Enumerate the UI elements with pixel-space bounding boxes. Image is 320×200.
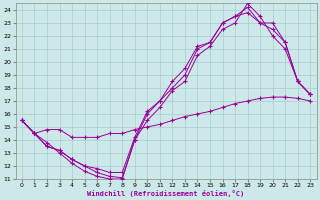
X-axis label: Windchill (Refroidissement éolien,°C): Windchill (Refroidissement éolien,°C) xyxy=(87,190,245,197)
